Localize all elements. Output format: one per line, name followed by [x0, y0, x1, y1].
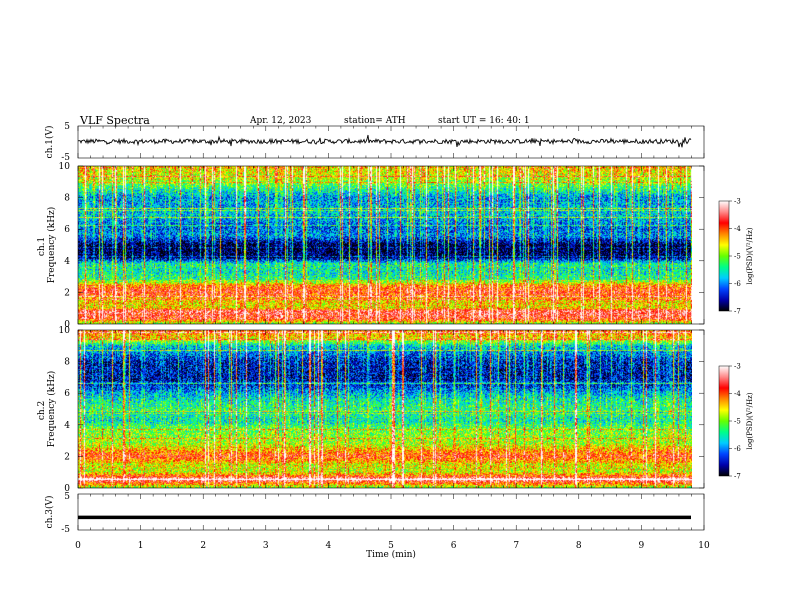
- ch1-voltage-ylabel: ch.1(V): [44, 126, 55, 159]
- y-tick-label: 8: [64, 194, 70, 204]
- ch1-spectrogram-ylabel: ch.1 Frequency (kHz): [37, 207, 57, 284]
- colorbar-tick-label: -5: [734, 418, 741, 426]
- y-tick-label: 2: [64, 452, 70, 462]
- x-axis: 0 1 2 3 4 5 6 7 8 9 10: [75, 541, 710, 551]
- y-tick-label: 8: [64, 358, 70, 368]
- ch1-voltage-trace: [77, 134, 692, 148]
- ch1-ytick-label: -5: [61, 153, 70, 163]
- colorbar-tick-label: -5: [734, 253, 741, 261]
- ch2-spectrogram-panel: 0 2 4 6 8 10 ch.2 Frequency (kHz): [37, 326, 705, 494]
- x-axis-label: Time (min): [366, 549, 416, 560]
- ch1-colorbar-label: log(PSD)(V²/Hz): [746, 227, 754, 284]
- ch3-ytick-label: 5: [64, 492, 70, 502]
- x-tick-label: 2: [200, 541, 206, 551]
- ch2-ylabel-line: ch.2: [37, 401, 47, 420]
- colorbar-tick-label: -4: [734, 390, 741, 398]
- ch1-ylabel-line: ch.1: [37, 237, 47, 256]
- x-tick-label: 5: [388, 541, 394, 551]
- x-tick-label: 7: [513, 541, 519, 551]
- ch2-colorbar-label: log(PSD)(V²/Hz): [746, 392, 754, 449]
- colorbar-tick-label: -3: [734, 363, 741, 371]
- colorbar-tick-label: -4: [734, 225, 741, 233]
- ch1-colorbar-gradient: [718, 200, 730, 312]
- x-tick-label: 4: [326, 541, 332, 551]
- ch1-spectrogram-image: [78, 166, 692, 324]
- y-tick-label: 10: [59, 326, 71, 336]
- ch1-ytick-label: 5: [64, 122, 70, 132]
- start-time-label: start UT = 16: 40: 1: [438, 116, 530, 126]
- x-tick-label: 3: [263, 541, 269, 551]
- figure-title: VLF Spectra: [79, 114, 150, 127]
- y-tick-label: 6: [64, 389, 70, 399]
- colorbar-tick-label: -6: [734, 445, 741, 453]
- station-label: station= ATH: [344, 116, 406, 126]
- x-tick-label: 6: [451, 541, 457, 551]
- y-tick-label: 6: [64, 225, 70, 235]
- x-tick-label: 1: [138, 541, 144, 551]
- y-tick-label: 0: [64, 320, 70, 330]
- ch2-colorbar: -3 -4 -5 -6 -7 log(PSD)(V²/Hz): [718, 363, 754, 481]
- colorbar-tick-label: -6: [734, 280, 741, 288]
- x-tick-label: 8: [576, 541, 582, 551]
- colorbar-tick-label: -3: [734, 198, 741, 206]
- ch3-voltage-panel: 5 -5 ch.3(V): [44, 492, 705, 535]
- ch2-spectrogram-ylabel: ch.2 Frequency (kHz): [37, 371, 57, 448]
- ch2-spectrogram-image: [78, 330, 692, 488]
- ch1-spectrogram-panel: 0 2 4 6 8 10 ch.1 Frequency (kHz): [37, 162, 705, 330]
- y-tick-label: 10: [59, 162, 71, 172]
- x-tick-label: 9: [639, 541, 645, 551]
- x-tick-label: 0: [75, 541, 81, 551]
- ch2-colorbar-gradient: [718, 365, 730, 477]
- y-tick-label: 2: [64, 288, 70, 298]
- ch1-voltage-panel: 5 -5 ch.1(V): [44, 122, 705, 163]
- ch2-ylabel-line: Frequency (kHz): [46, 371, 57, 448]
- ch3-voltage-ylabel: ch.3(V): [44, 496, 55, 529]
- colorbar-tick-label: -7: [734, 308, 741, 316]
- y-tick-label: 4: [64, 421, 70, 431]
- x-tick-label: 10: [698, 541, 710, 551]
- y-tick-label: 4: [64, 257, 70, 267]
- date-label: Apr. 12, 2023: [249, 116, 312, 126]
- ch1-colorbar: -3 -4 -5 -6 -7 log(PSD)(V²/Hz): [718, 198, 754, 316]
- colorbar-tick-label: -7: [734, 473, 741, 481]
- ch3-ytick-label: -5: [61, 525, 70, 535]
- ch1-ylabel-line: Frequency (kHz): [46, 207, 57, 284]
- y-tick-label: 0: [64, 484, 70, 494]
